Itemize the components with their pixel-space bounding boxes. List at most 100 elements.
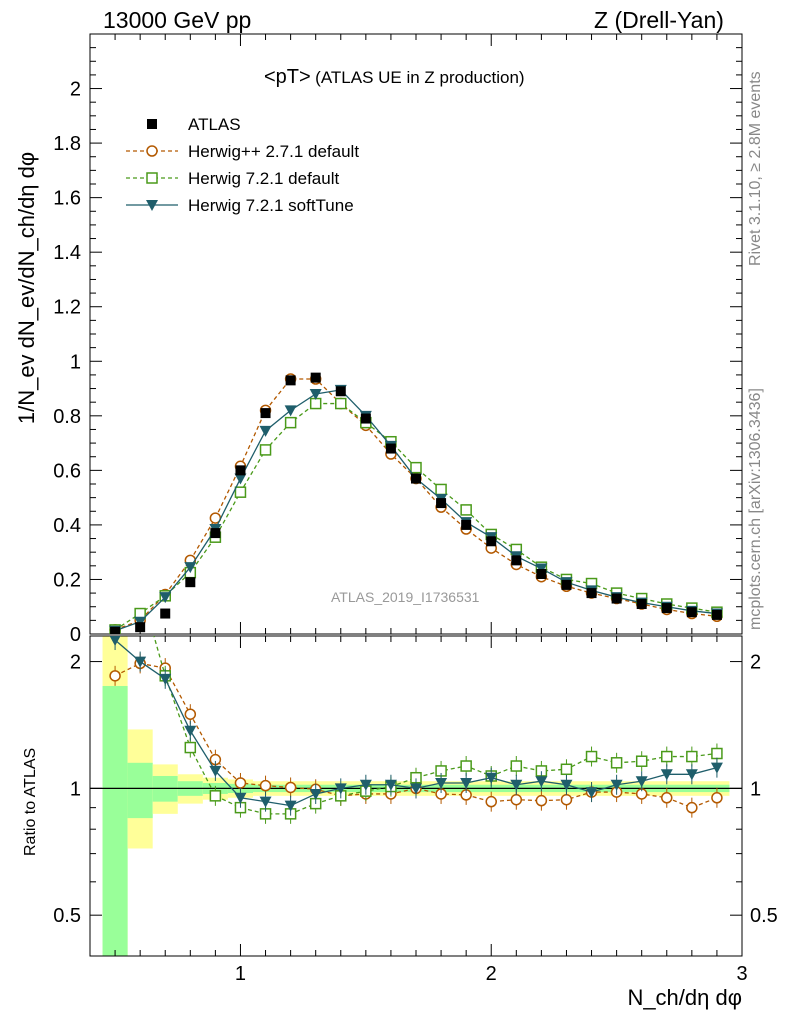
ratio-point-2 [334, 783, 347, 795]
ratio-point-2 [410, 783, 422, 795]
data-point [411, 473, 421, 484]
ratio-point-1 [510, 760, 523, 772]
ratio-point-2 [184, 725, 197, 737]
ratio-point-2 [485, 772, 498, 784]
ratio-band-green [127, 762, 153, 819]
ratio-point-0 [535, 794, 548, 807]
data-point [385, 443, 396, 454]
data-point [611, 593, 622, 604]
y-tick-label: 1.4 [53, 242, 81, 264]
header-right: Z (Drell-Yan) [594, 7, 724, 33]
ratio-point-0 [284, 781, 297, 794]
ratio-tick-label-right: 2 [750, 652, 761, 674]
ratio-point-2 [460, 777, 473, 789]
chart-title: <pT> (ATLAS UE in Z production) [264, 66, 525, 89]
ratio-tick-label: 2 [70, 652, 81, 674]
ratio-point-1 [661, 750, 673, 763]
data-point [160, 608, 171, 619]
chart-title-sub: (ATLAS UE in Z production) [315, 68, 525, 87]
ratio-point-0 [234, 777, 247, 789]
series-point-1 [460, 504, 472, 516]
series-point-1 [435, 483, 447, 496]
series-point-1 [309, 397, 322, 410]
ratio-point-0 [560, 793, 573, 806]
ratio-point-2 [435, 777, 448, 789]
data-point [636, 599, 647, 609]
legend-marker [147, 119, 157, 129]
ratio-point-2 [309, 788, 322, 800]
rivet-label: Rivet 3.1.10, ≥ 2.8M events [747, 71, 764, 266]
data-point [711, 609, 722, 620]
data-point [661, 603, 672, 614]
ratio-point-0 [686, 801, 698, 814]
ratio-point-2 [209, 765, 222, 777]
data-point [185, 577, 196, 588]
ratio-point-2 [535, 776, 548, 788]
data-point [360, 413, 371, 424]
data-point [110, 626, 121, 634]
ratio-band-green [102, 685, 128, 956]
legend-marker [146, 172, 158, 184]
ratio-point-2 [384, 779, 397, 791]
series-point-1 [284, 416, 297, 429]
series-point-1 [410, 461, 422, 474]
legend-label: Herwig 7.2.1 default [188, 169, 339, 188]
ratio-point-1 [110, 609, 120, 619]
legend-label: Herwig++ 2.7.1 default [188, 142, 359, 161]
ratio-point-2 [159, 673, 172, 685]
series-point-2 [284, 405, 297, 417]
mcplots-label: mcplots.cern.ch [arXiv:1306.3436] [747, 388, 764, 630]
ratio-point-1 [560, 763, 573, 776]
y-tick-label: 1 [70, 351, 81, 373]
x-tick-label: 3 [736, 963, 747, 985]
x-axis-label: N_ch/dη dφ [627, 985, 742, 1010]
ratio-point-2 [510, 779, 523, 791]
series-point-2 [159, 592, 172, 604]
ratio-tick-label-right: 0.5 [750, 905, 778, 927]
ratio-point-2 [234, 792, 247, 804]
series-point-1 [335, 397, 347, 410]
data-point [486, 536, 497, 547]
ratio-point-2 [685, 769, 698, 781]
ratio-point-2 [284, 800, 297, 812]
series-point-2 [309, 389, 322, 400]
y-tick-label: 2 [70, 79, 81, 101]
legend-label: Herwig 7.2.1 softTune [188, 196, 354, 215]
ratio-point-2 [710, 762, 723, 774]
main-ylabel: 1/N_ev dN_ev/dN_ch/dη dφ [14, 152, 39, 424]
ratio-point-2 [585, 787, 598, 799]
x-tick-label: 2 [486, 963, 497, 985]
ratio-point-0 [259, 779, 272, 792]
data-point [436, 498, 447, 509]
legend-marker [146, 200, 158, 211]
data-point [210, 528, 221, 539]
data-point [135, 622, 146, 633]
legend-label: ATLAS [188, 115, 241, 134]
y-tick-label: 1.2 [53, 297, 81, 319]
data-point [310, 372, 321, 383]
ratio-tick-label: 0.5 [53, 905, 81, 927]
ratio-series-group [109, 609, 723, 824]
data-point [686, 607, 697, 618]
ratio-point-0 [711, 792, 723, 804]
ratio-point-1 [184, 741, 197, 754]
y-tick-label: 0.4 [53, 515, 81, 537]
series-point-2 [184, 562, 197, 574]
y-tick-label: 1.8 [53, 133, 81, 155]
legend-marker [146, 145, 158, 157]
data-point [285, 375, 296, 386]
chart-title-main: <pT> [264, 66, 311, 88]
data-point [260, 408, 271, 419]
header-left: 13000 GeV pp [103, 7, 252, 33]
ratio-point-0 [184, 708, 197, 720]
y-tick-label: 0.6 [53, 460, 81, 482]
ratio-point-2 [359, 779, 372, 791]
ratio-tick-label: 1 [70, 778, 81, 800]
ratio-point-2 [635, 776, 648, 788]
ratio-point-0 [485, 795, 497, 808]
x-tick-label: 1 [235, 963, 246, 985]
series-point-1 [234, 486, 247, 498]
series-point-2 [259, 425, 272, 437]
data-point [561, 579, 572, 590]
